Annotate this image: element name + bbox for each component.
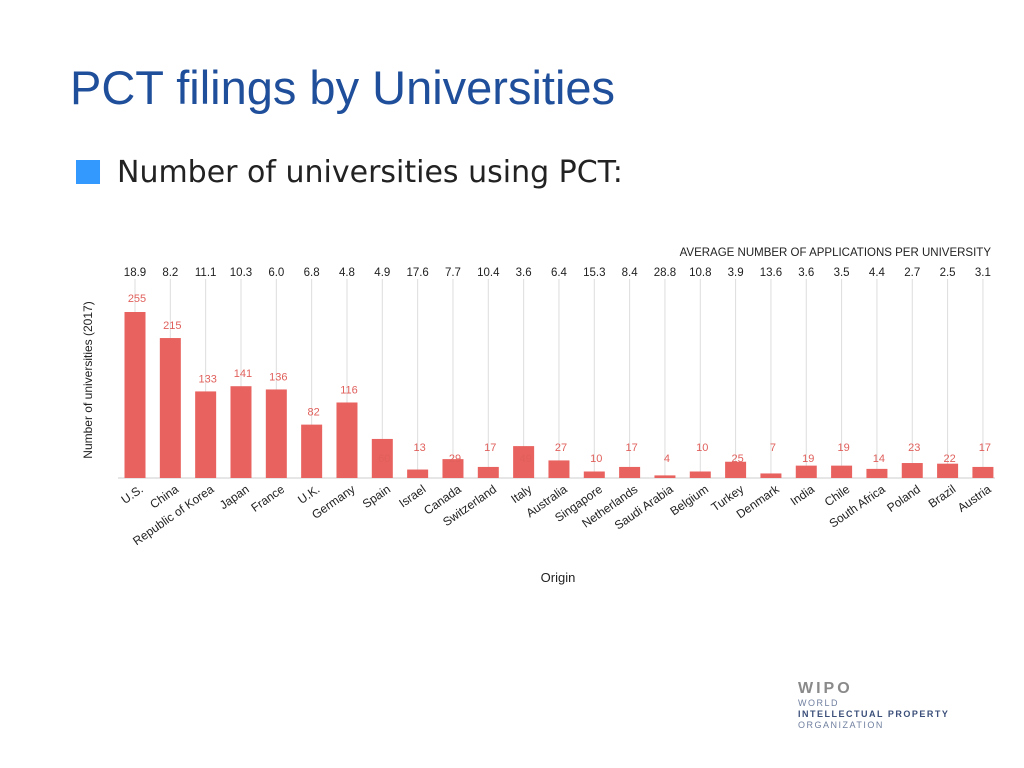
bar: [866, 468, 888, 478]
bullet-square-icon: [76, 160, 100, 184]
category-label: Japan: [217, 482, 252, 512]
category-label: India: [788, 482, 818, 509]
bar: [301, 424, 323, 478]
average-label: 6.4: [551, 267, 568, 279]
bar: [583, 471, 605, 478]
category-label: Poland: [884, 482, 923, 515]
value-label: 29: [449, 453, 461, 465]
average-label: 6.8: [304, 267, 320, 279]
average-label: 10.8: [689, 267, 711, 279]
average-label: 8.4: [622, 267, 639, 279]
value-label: 22: [943, 453, 955, 465]
value-label: 4: [664, 453, 670, 465]
logo-line-1: WORLD: [798, 698, 839, 708]
value-label: 27: [555, 442, 567, 454]
value-label: 82: [308, 407, 320, 419]
value-label: 136: [269, 371, 287, 383]
bullet-text: Number of universities using PCT:: [117, 154, 623, 190]
value-label: 19: [802, 453, 814, 465]
average-label: 4.8: [339, 267, 355, 279]
bar: [654, 475, 676, 478]
value-label: 25: [731, 453, 743, 465]
category-label: Austria: [955, 482, 994, 515]
logo-main-text: WIPO: [798, 680, 853, 697]
average-label: 3.9: [728, 267, 744, 279]
bar: [477, 466, 499, 478]
value-label: 10: [590, 453, 602, 465]
wipo-logo: WIPO WORLD INTELLECTUAL PROPERTY ORGANIZ…: [798, 680, 998, 740]
bar: [831, 465, 853, 478]
average-label: 13.6: [760, 267, 782, 279]
average-label: 7.7: [445, 267, 461, 279]
bar: [689, 471, 711, 478]
average-label: 10.4: [477, 267, 500, 279]
page-title: PCT filings by Universities: [70, 61, 616, 114]
value-label: 133: [198, 373, 216, 385]
logo-line-2: INTELLECTUAL PROPERTY: [798, 709, 950, 719]
bar: [548, 460, 570, 478]
value-label: 116: [340, 384, 358, 396]
bar: [513, 446, 535, 478]
bar: [195, 391, 217, 478]
average-label: 17.6: [406, 267, 428, 279]
bar: [336, 402, 358, 478]
average-label: 18.9: [124, 267, 146, 279]
bar: [795, 465, 817, 478]
category-label: U.S.: [119, 482, 146, 507]
secondary-axis-label: AVERAGE NUMBER OF APPLICATIONS PER UNIVE…: [680, 247, 992, 259]
average-label: 4.4: [869, 267, 886, 279]
bar: [972, 466, 994, 478]
bar: [619, 466, 641, 478]
average-label: 15.3: [583, 267, 605, 279]
bullet-row: Number of universities using PCT:: [76, 152, 623, 192]
value-label: 17: [979, 442, 991, 454]
value-label: 7: [770, 442, 776, 454]
average-label: 4.9: [374, 267, 390, 279]
average-label: 11.1: [195, 267, 217, 279]
value-label: 13: [414, 442, 426, 454]
average-label: 28.8: [654, 267, 676, 279]
y-axis-label: Number of universities (2017): [81, 301, 95, 458]
category-label: Italy: [508, 482, 534, 506]
value-label: 215: [163, 320, 181, 332]
value-label: 141: [234, 368, 252, 380]
value-label: 14: [873, 453, 885, 465]
bar: [265, 389, 287, 478]
value-label: 255: [128, 293, 146, 305]
bar: [725, 461, 747, 478]
value-label: 19: [837, 442, 849, 454]
bar: [159, 338, 181, 478]
category-label: France: [248, 482, 287, 515]
value-label: 23: [908, 442, 920, 454]
average-label: 3.5: [834, 267, 850, 279]
bar: [901, 463, 923, 478]
value-label: 60: [378, 453, 390, 465]
average-label: 2.7: [904, 267, 920, 279]
logo-line-3: ORGANIZATION: [798, 720, 884, 730]
value-label: 10: [696, 442, 708, 454]
bar: [442, 459, 464, 478]
average-label: 3.1: [975, 267, 991, 279]
average-label: 6.0: [268, 267, 284, 279]
bar: [371, 438, 393, 478]
value-label: 17: [484, 442, 496, 454]
category-label: Belgium: [667, 482, 711, 518]
category-label: Brazil: [926, 482, 959, 511]
value-label: 17: [625, 442, 637, 454]
bar: [937, 463, 959, 478]
category-label: Spain: [360, 482, 393, 511]
average-label: 3.6: [516, 267, 532, 279]
bar: [407, 469, 429, 478]
average-label: 10.3: [230, 267, 252, 279]
average-label: 2.5: [940, 267, 956, 279]
average-label: 8.2: [162, 267, 178, 279]
value-label: 49: [520, 453, 532, 465]
bar: [230, 386, 252, 478]
x-axis-label: Origin: [541, 570, 576, 585]
bar: [760, 473, 782, 478]
average-label: 3.6: [798, 267, 814, 279]
bar: [124, 312, 146, 478]
